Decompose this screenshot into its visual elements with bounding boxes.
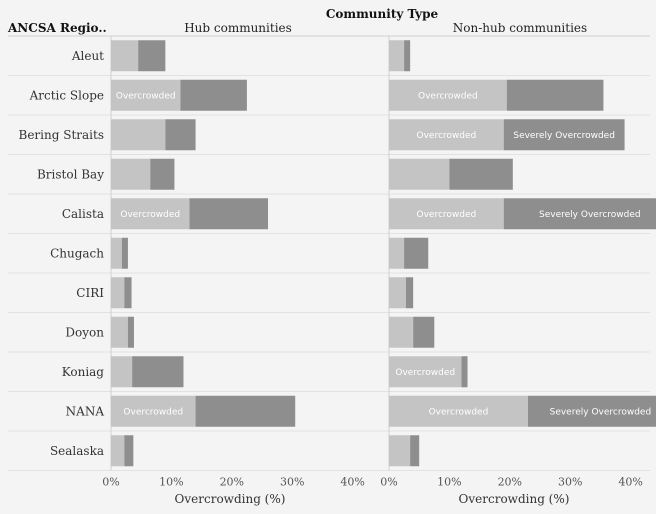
bar-segment xyxy=(138,40,166,72)
x-axis-title-hub: Overcrowding (%) xyxy=(175,492,286,506)
bar-segment xyxy=(111,40,139,72)
bar-segment xyxy=(124,277,132,309)
bar-segment xyxy=(111,277,125,309)
bar-segment-label: Overcrowded xyxy=(395,368,455,378)
bar-segment xyxy=(461,356,468,388)
bar-segment xyxy=(389,198,504,230)
bar-segment xyxy=(410,435,420,467)
bar-segment-label: Severely Overcrowded xyxy=(539,210,641,220)
category-label: Chugach xyxy=(50,246,104,260)
x-tick-label: 20% xyxy=(498,476,522,489)
category-label: Koniag xyxy=(62,365,105,379)
x-tick-label: 40% xyxy=(340,476,364,489)
x-tick-label: 30% xyxy=(558,476,582,489)
bar-segment xyxy=(111,356,133,388)
bar-segment xyxy=(111,79,181,111)
category-label: CIRI xyxy=(76,286,104,300)
bar-segment xyxy=(111,435,125,467)
chart-title: Community Type xyxy=(326,7,439,21)
bar-segment xyxy=(503,119,625,151)
category-label: Bristol Bay xyxy=(37,167,104,181)
bar-segment xyxy=(413,316,435,348)
bar-segment xyxy=(127,316,134,348)
row-header: ANCSA Regio.. xyxy=(7,21,107,35)
bar-segment xyxy=(389,435,411,467)
bar-segment-label: Overcrowded xyxy=(120,210,180,220)
bar-segment xyxy=(132,356,184,388)
bar-segment xyxy=(405,277,414,309)
bar-segment xyxy=(150,158,175,190)
x-tick-label: 30% xyxy=(280,476,304,489)
bar-segment-label: Overcrowded xyxy=(417,131,477,141)
bar-segment xyxy=(389,356,462,388)
plot-area: Aleut Arctic Slope Bering Straits Bristol B… xyxy=(8,35,656,489)
bar-segment xyxy=(111,158,151,190)
bar-segment-label: Overcrowded xyxy=(123,407,183,417)
x-tick-label: 40% xyxy=(618,476,642,489)
bar-segment xyxy=(389,237,405,269)
panel-title-nonhub: Non-hub communities xyxy=(453,21,587,35)
bar-segment xyxy=(180,79,247,111)
bar-segment xyxy=(389,158,450,190)
panel-title-hub: Hub communities xyxy=(184,21,292,35)
bar-segment-label: Severely Overcrowded xyxy=(513,131,615,141)
bar-segment xyxy=(404,237,429,269)
category-label: Arctic Slope xyxy=(29,88,104,102)
category-label: Bering Straits xyxy=(19,128,104,142)
bar-segment xyxy=(111,198,190,230)
bar-segment-label: Severely Overcrowded xyxy=(550,407,652,417)
bar-segment xyxy=(111,316,128,348)
bar-segment xyxy=(389,316,414,348)
bar-segment-label: Overcrowded xyxy=(418,91,478,101)
bar-segment xyxy=(165,119,196,151)
bar-segment xyxy=(121,237,128,269)
bar-segment xyxy=(389,395,528,427)
bar-segment-label: Overcrowded xyxy=(116,91,176,101)
bar-segment xyxy=(189,198,269,230)
x-axis-title-nonhub: Overcrowding (%) xyxy=(459,492,570,506)
bar-segment xyxy=(111,119,166,151)
bar-segment xyxy=(527,395,656,427)
category-label: Sealaska xyxy=(50,444,104,458)
bar-segment-label: Overcrowded xyxy=(429,407,489,417)
bar-segment xyxy=(449,158,513,190)
x-tick-label: 10% xyxy=(437,476,461,489)
bar-segment xyxy=(195,395,296,427)
bar-segment xyxy=(389,79,507,111)
x-tick-label: 10% xyxy=(159,476,183,489)
category-label: Calista xyxy=(62,207,104,221)
x-tick-label: 0% xyxy=(102,476,119,489)
bar-segment xyxy=(404,40,411,72)
bar-segment xyxy=(389,119,504,151)
category-label: Aleut xyxy=(71,49,104,63)
bar-segment xyxy=(503,198,656,230)
bar-segment xyxy=(111,237,122,269)
category-label: NANA xyxy=(66,404,105,418)
bar-segment xyxy=(506,79,604,111)
x-tick-label: 20% xyxy=(220,476,244,489)
category-label: Doyon xyxy=(65,325,104,339)
bar-segment-label: Overcrowded xyxy=(417,210,477,220)
bar-segment xyxy=(389,277,406,309)
bar-segment xyxy=(124,435,134,467)
bar-segment xyxy=(111,395,196,427)
x-tick-label: 0% xyxy=(380,476,397,489)
bar-segment xyxy=(389,40,405,72)
